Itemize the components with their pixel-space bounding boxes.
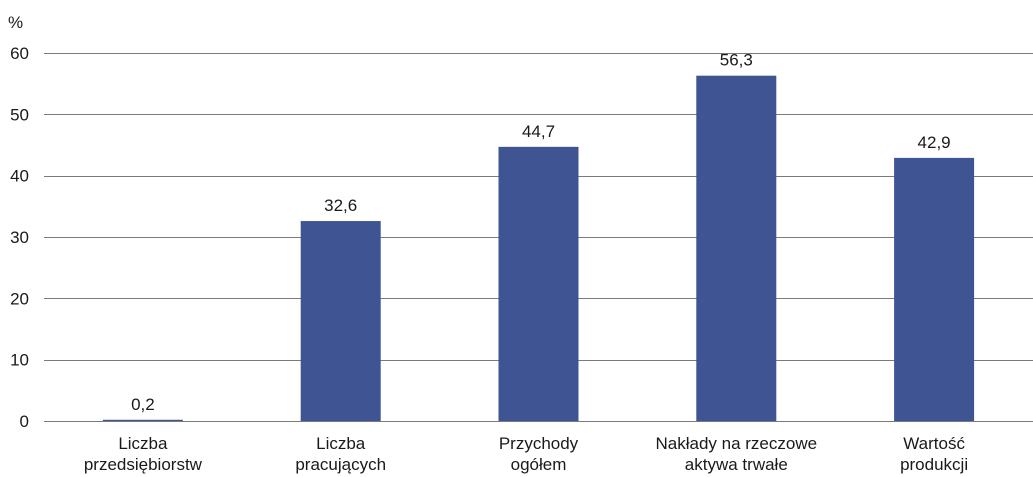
bar	[300, 221, 381, 421]
category-label: Liczba przedsiębiorstw	[84, 434, 203, 474]
bars	[102, 75, 975, 422]
y-tick-label: 60	[10, 44, 29, 63]
y-tick-label: 40	[10, 167, 29, 186]
bar	[696, 75, 777, 422]
y-tick-label: 10	[10, 351, 29, 370]
bar	[102, 419, 183, 422]
category-label: Wartość produkcji	[900, 434, 968, 474]
category-label-line: aktywa trwałe	[685, 455, 788, 474]
category-label: Liczba pracujących	[295, 434, 386, 474]
y-tick-label: 0	[20, 412, 29, 431]
category-label-line: ogółem	[511, 455, 567, 474]
category-label-line: produkcji	[900, 455, 968, 474]
data-label: 44,7	[522, 122, 555, 141]
category-label-line: Liczba	[118, 434, 168, 453]
bar	[894, 157, 975, 421]
bar	[498, 146, 579, 421]
y-axis-tick-labels: 0 10 20 30 40 50 60	[10, 44, 29, 431]
y-tick-label: 50	[10, 105, 29, 124]
category-label-line: pracujących	[295, 455, 386, 474]
data-label: 0,2	[131, 395, 155, 414]
category-label-line: Wartość	[903, 434, 965, 453]
data-label: 56,3	[720, 51, 753, 70]
category-label-line: Przychody	[499, 434, 579, 453]
y-tick-label: 30	[10, 228, 29, 247]
data-label: 32,6	[324, 196, 357, 215]
data-label: 42,9	[918, 133, 951, 152]
category-labels: Liczba przedsiębiorstw Liczba pracujących Pr…	[84, 434, 968, 474]
data-labels: 0,2 32,6 44,7 56,3 42,9	[131, 51, 951, 414]
y-axis-unit-label: %	[8, 13, 23, 32]
category-label: Przychody ogółem	[499, 434, 579, 474]
y-tick-label: 20	[10, 289, 29, 308]
category-label-line: Nakłady na rzeczowe	[656, 434, 818, 453]
category-label: Nakłady na rzeczowe aktywa trwałe	[656, 434, 818, 474]
category-label-line: Liczba	[316, 434, 366, 453]
category-label-line: przedsiębiorstw	[84, 455, 203, 474]
